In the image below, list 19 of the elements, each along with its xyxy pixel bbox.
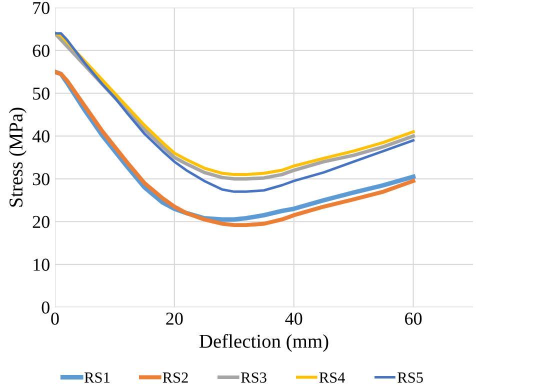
y-tick-label: 10 — [34, 258, 50, 271]
y-tick-label: 30 — [32, 173, 50, 186]
y-axis-title: Stress (MPa) — [8, 108, 27, 207]
legend-label: RS2 — [162, 372, 188, 383]
y-tick-label: 70 — [33, 2, 50, 14]
x-axis-title: Deflection (mm) — [200, 334, 328, 352]
y-tick-label: 40 — [32, 130, 50, 142]
x-tick-label: 20 — [166, 312, 183, 325]
y-tick-label: 0 — [42, 301, 50, 314]
x-tick-label: 0 — [51, 312, 59, 325]
y-tick-label: 50 — [33, 88, 50, 100]
x-tick-label: 40 — [285, 312, 302, 325]
legend-label: RS5 — [398, 372, 423, 383]
legend-label: RS4 — [319, 372, 345, 383]
y-tick-label: 60 — [32, 44, 50, 57]
y-tick-label: 20 — [32, 216, 50, 228]
x-tick-label: 60 — [405, 312, 422, 325]
legend-label: RS3 — [241, 372, 266, 383]
legend-label: RS1 — [84, 372, 110, 383]
